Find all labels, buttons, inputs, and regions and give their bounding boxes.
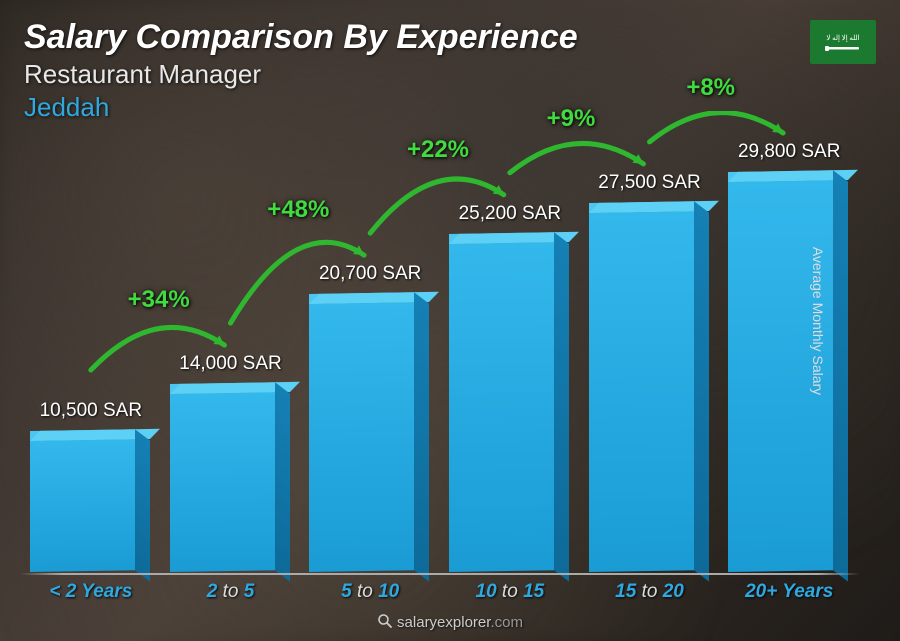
bar-value-label: 14,000 SAR: [179, 353, 281, 375]
xaxis-label: 10 to 15: [449, 581, 571, 603]
chart-title: Salary Comparison By Experience: [24, 18, 578, 57]
footer-site: salaryexplorer: [397, 614, 490, 631]
bar: [309, 292, 431, 572]
chart-location: Jeddah: [24, 92, 578, 123]
magnifier-icon: [377, 613, 393, 633]
yaxis-label: Average Monthly Salary: [810, 246, 826, 394]
bar-value-label: 25,200 SAR: [459, 203, 561, 225]
bar: [170, 382, 292, 572]
bar-value-label: 20,700 SAR: [319, 263, 421, 285]
footer-tld: .com: [490, 614, 523, 631]
bar-value-label: 29,800 SAR: [738, 141, 840, 163]
bar-group: 20,700 SAR: [309, 263, 431, 571]
header: Salary Comparison By Experience Restaura…: [24, 18, 578, 123]
pct-increase-label: +48%: [267, 196, 329, 224]
bar: [589, 201, 711, 572]
bar-group: 25,200 SAR: [449, 203, 571, 571]
bar-value-label: 27,500 SAR: [598, 172, 700, 194]
svg-text:الله إلا إله لا: الله إلا إله لا: [826, 34, 859, 42]
bar-group: 10,500 SAR: [30, 400, 152, 571]
bar-group: 14,000 SAR: [170, 353, 292, 571]
footer-attribution: salaryexplorer.com: [0, 613, 900, 633]
chart-subtitle: Restaurant Manager: [24, 59, 578, 90]
bar-group: 27,500 SAR: [589, 172, 711, 571]
xaxis-label: 2 to 5: [170, 581, 292, 603]
xaxis-label: 20+ Years: [728, 581, 850, 603]
flag-icon: الله إلا إله لا: [810, 20, 876, 64]
bar-chart: 10,500 SAR 14,000 SAR 20,700 SAR 25,200 SAR…: [30, 111, 850, 571]
bar-value-label: 10,500 SAR: [40, 400, 142, 422]
bar-group: 29,800 SAR: [728, 141, 850, 571]
xaxis-label: 5 to 10: [309, 581, 431, 603]
xaxis-label: 15 to 20: [589, 581, 711, 603]
xaxis: < 2 Years 2 to 5 5 to 10 10 to 15 15 to 20 20…: [30, 581, 850, 603]
xaxis-line: [20, 573, 860, 575]
xaxis-label: < 2 Years: [30, 581, 152, 603]
pct-increase-label: +34%: [128, 286, 190, 314]
pct-increase-label: +8%: [686, 74, 735, 102]
pct-increase-label: +22%: [407, 136, 469, 164]
bar: [30, 429, 152, 572]
bar: [728, 170, 850, 572]
bar: [449, 232, 571, 572]
